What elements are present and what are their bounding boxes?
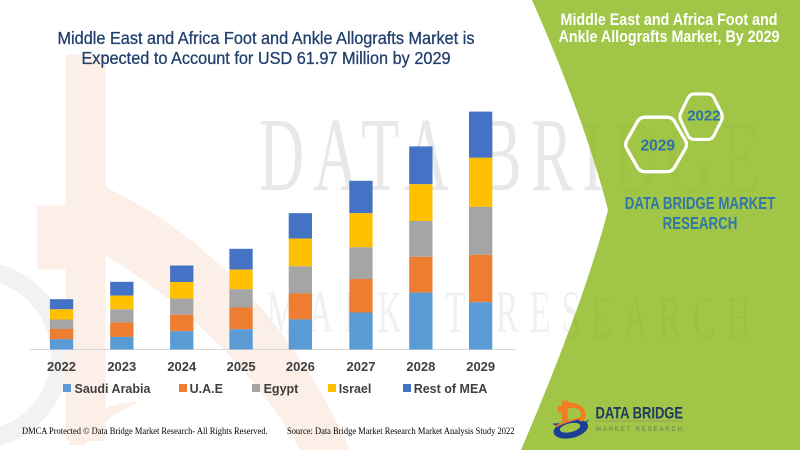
svg-text:MARKET RESEARCH: MARKET RESEARCH xyxy=(596,427,682,433)
svg-text:2022: 2022 xyxy=(687,108,720,125)
svg-text:MARKET RESEARCH: MARKET RESEARCH xyxy=(267,284,762,351)
svg-text:2029: 2029 xyxy=(640,138,675,155)
svg-text:DATA BRIDGE: DATA BRIDGE xyxy=(596,404,684,423)
